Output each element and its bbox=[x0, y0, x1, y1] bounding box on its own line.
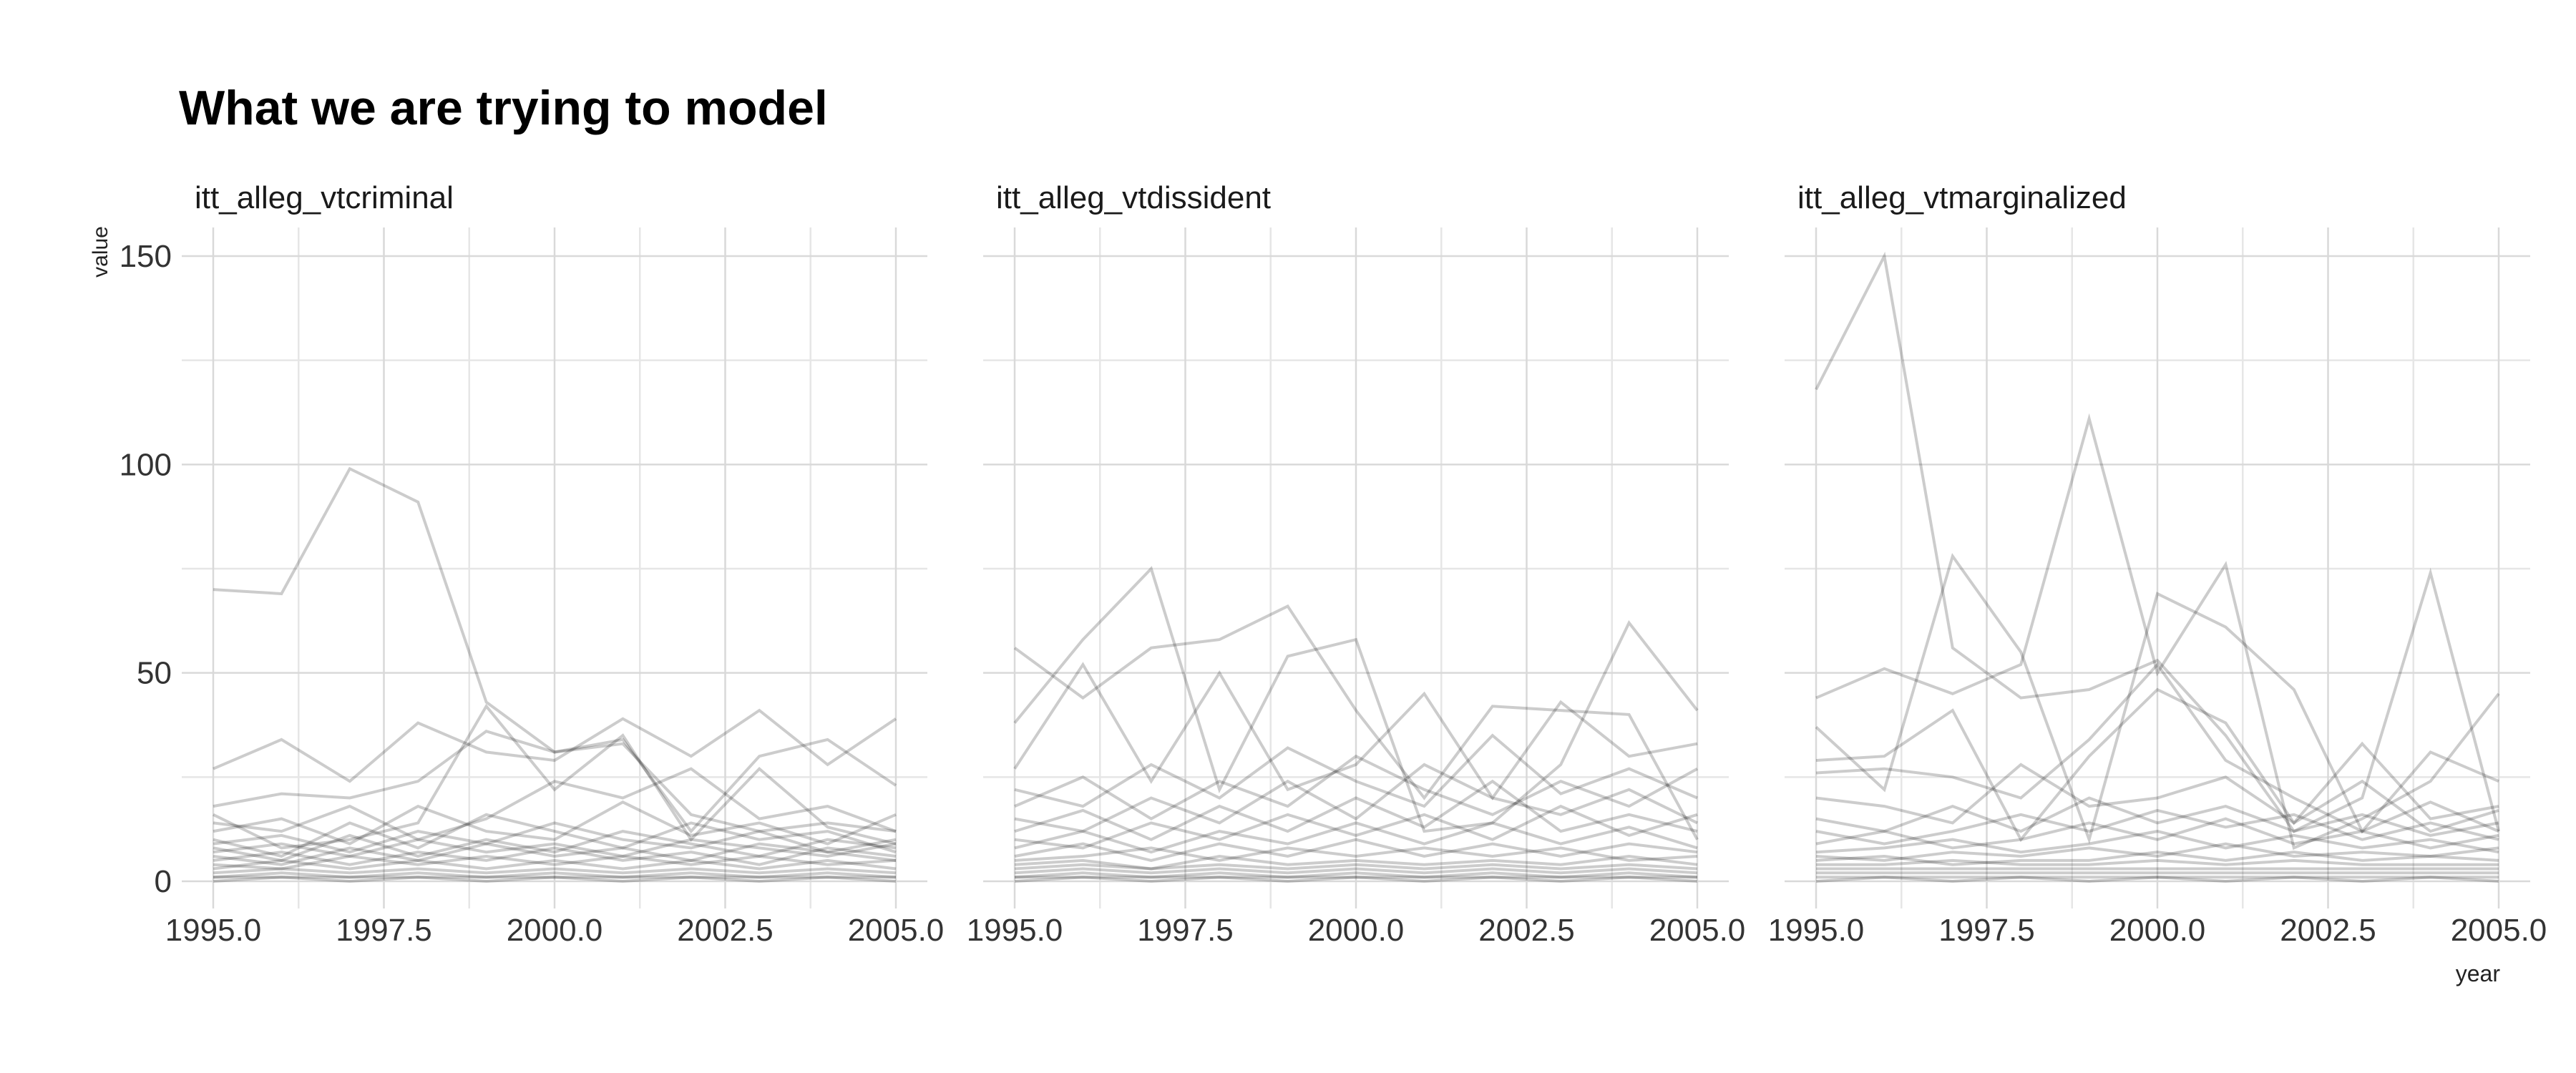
y-tick-label: 50 bbox=[137, 656, 172, 691]
series-line bbox=[1815, 552, 2499, 845]
series-line bbox=[1014, 821, 1698, 854]
series-line bbox=[1014, 804, 1698, 850]
series-line bbox=[1013, 662, 1698, 801]
panel-strip-label: itt_alleg_vtdissident bbox=[996, 180, 1271, 215]
x-tick-label: 2000.0 bbox=[1308, 913, 1405, 948]
y-tick-label: 150 bbox=[119, 239, 172, 274]
series-line bbox=[213, 842, 897, 866]
panel-strip-label: itt_alleg_vtcriminal bbox=[195, 180, 454, 215]
x-tick-label: 2005.0 bbox=[1649, 913, 1746, 948]
series-line bbox=[1014, 871, 1698, 879]
series-line bbox=[213, 821, 897, 854]
series-line bbox=[213, 858, 897, 871]
y-tick-label: 0 bbox=[155, 864, 172, 899]
x-tick-label: 1997.5 bbox=[1938, 913, 2035, 948]
series-line bbox=[1014, 838, 1698, 862]
series-line bbox=[1014, 854, 1698, 871]
chart-title: What we are trying to model bbox=[179, 81, 828, 135]
series-line bbox=[1815, 842, 2499, 862]
x-tick-label: 2005.0 bbox=[848, 913, 945, 948]
x-tick-label: 1995.0 bbox=[165, 913, 262, 948]
series-line bbox=[213, 871, 897, 879]
series-line bbox=[1815, 413, 2500, 851]
panel-strip-label: itt_alleg_vtmarginalized bbox=[1797, 180, 2127, 215]
y-tick-label: 100 bbox=[119, 447, 172, 482]
x-tick-label: 2000.0 bbox=[507, 913, 603, 948]
series-line bbox=[213, 729, 897, 834]
panels: itt_alleg_vtcriminal 0 50 100 150 1995.0 1997.… bbox=[119, 180, 2547, 948]
series-line bbox=[1815, 763, 2499, 833]
series-line bbox=[213, 867, 897, 875]
x-tick-label: 2002.5 bbox=[677, 913, 774, 948]
series-line bbox=[1815, 687, 2499, 843]
x-tick-label: 2002.5 bbox=[1478, 913, 1575, 948]
series-line bbox=[213, 830, 897, 862]
series-line bbox=[1815, 830, 2499, 854]
series-line bbox=[1014, 733, 1698, 808]
x-tick-label: 2002.5 bbox=[2280, 913, 2376, 948]
series-line bbox=[1014, 867, 1698, 875]
series-line bbox=[1014, 863, 1698, 871]
series-line bbox=[1014, 846, 1698, 862]
series-line bbox=[213, 846, 897, 866]
series-line bbox=[213, 800, 897, 846]
series-line bbox=[1815, 808, 2499, 846]
series-line bbox=[1014, 779, 1698, 841]
x-tick-label: 1995.0 bbox=[1768, 913, 1865, 948]
series-line bbox=[213, 813, 897, 858]
series-line bbox=[1816, 858, 2499, 866]
series-line bbox=[1815, 851, 2499, 866]
series-line bbox=[213, 854, 897, 871]
series-line bbox=[213, 708, 897, 783]
series-line bbox=[1013, 566, 1699, 833]
series-line bbox=[1815, 662, 2499, 833]
series-line bbox=[1014, 754, 1698, 820]
x-tick-label: 1997.5 bbox=[336, 913, 432, 948]
x-tick-label: 2000.0 bbox=[2109, 913, 2206, 948]
series-line bbox=[1013, 604, 1699, 841]
series-line bbox=[213, 767, 897, 841]
panel-itt_alleg_vtcriminal: itt_alleg_vtcriminal 0 50 100 150 1995.0 1997.… bbox=[119, 180, 945, 948]
series-line bbox=[213, 876, 897, 883]
series-line bbox=[213, 838, 897, 858]
series-line bbox=[1815, 251, 2500, 833]
series-line bbox=[1815, 796, 2499, 837]
x-axis-title: year bbox=[2456, 961, 2501, 986]
series-line bbox=[213, 466, 897, 833]
x-tick-label: 1995.0 bbox=[967, 913, 1063, 948]
series-line bbox=[1815, 876, 2499, 883]
y-axis-title: value bbox=[89, 226, 112, 278]
series-line bbox=[213, 703, 897, 850]
series-line bbox=[1014, 763, 1698, 833]
panel-itt_alleg_vtdissident: itt_alleg_vtdissident 1995.0 1997.5 2000.0 2… bbox=[967, 180, 1746, 948]
series-line bbox=[1815, 817, 2499, 850]
x-tick-label: 2005.0 bbox=[2451, 913, 2547, 948]
x-tick-label: 1997.5 bbox=[1137, 913, 1234, 948]
series-line bbox=[1014, 876, 1698, 883]
panel-itt_alleg_vtmarginalized: itt_alleg_vtmarginalized 1995.0 1997.5 2000… bbox=[1768, 180, 2547, 948]
